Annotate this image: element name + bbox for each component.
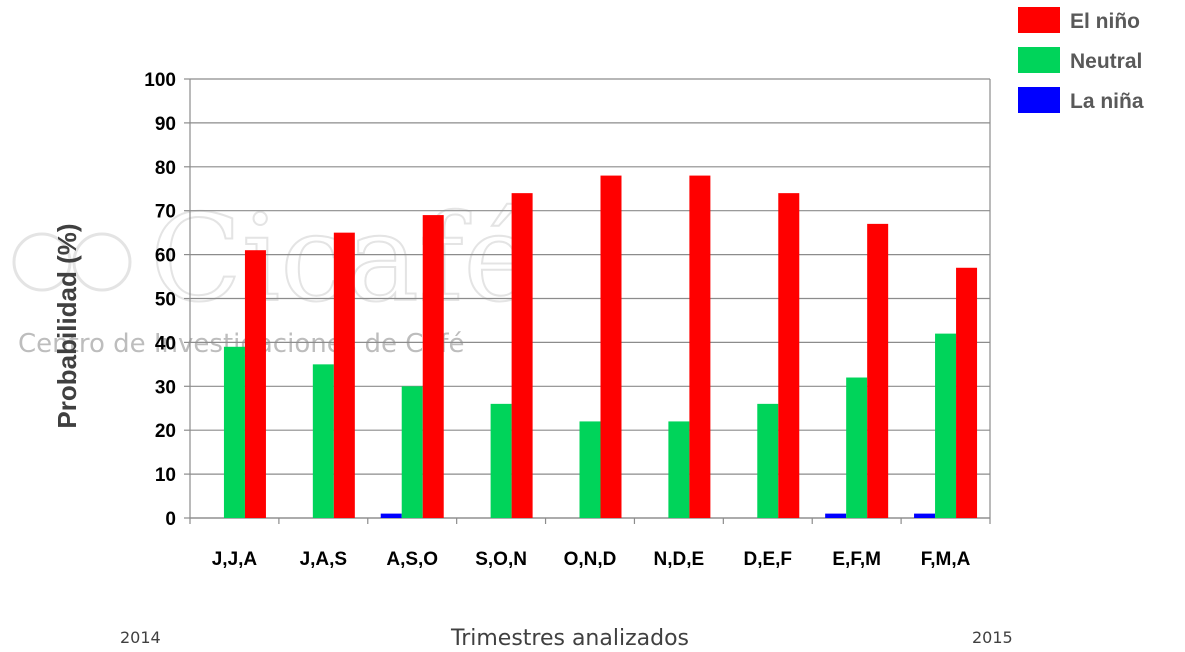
- x-tick-label: N,D,E: [654, 549, 705, 570]
- legend-swatch-el-nino: [1018, 7, 1060, 33]
- bars: [223, 175, 978, 518]
- bar-el-nino-1: [333, 232, 355, 518]
- bar-el-nino-7: [867, 223, 889, 518]
- x-tick-label: A,S,O: [386, 549, 438, 570]
- y-tick-labels: 0 10 20 30 40 50 60 70 80 90 100: [144, 70, 176, 530]
- bar-neutral-0: [223, 346, 245, 518]
- y-tick-label: 10: [155, 465, 176, 486]
- bar-el-nino-8: [956, 267, 978, 518]
- year-end-label: 2015: [972, 628, 1013, 647]
- bar-neutral-2: [401, 386, 423, 518]
- bar-la-nina-7: [825, 513, 847, 518]
- bar-la-nina-8: [914, 513, 936, 518]
- bar-el-nino-5: [689, 175, 711, 518]
- bar-neutral-5: [668, 421, 690, 518]
- legend-label-neutral: Neutral: [1070, 50, 1142, 73]
- bar-neutral-1: [312, 364, 334, 518]
- x-tick-label: S,O,N: [475, 549, 527, 570]
- x-tick-label: J,A,S: [300, 549, 348, 570]
- legend-label-la-nina: La niña: [1070, 90, 1144, 113]
- x-tick-label: O,N,D: [564, 549, 617, 570]
- y-tick-label: 80: [155, 158, 176, 179]
- y-tick-label: 50: [155, 290, 176, 311]
- x-tick-label: E,F,M: [832, 549, 881, 570]
- bar-el-nino-6: [778, 193, 800, 518]
- y-tick-label: 70: [155, 202, 176, 223]
- legend-swatch-la-nina: [1018, 87, 1060, 113]
- x-tick-label: D,E,F: [743, 549, 792, 570]
- bar-neutral-7: [846, 377, 868, 518]
- watermark: Cicafé Centro de Investigaciones de Café: [12, 189, 535, 359]
- y-tick-label: 100: [144, 70, 176, 91]
- bar-neutral-4: [579, 421, 601, 518]
- bar-neutral-6: [757, 403, 779, 518]
- bar-el-nino-2: [422, 215, 444, 518]
- legend-label-el-nino: El niño: [1070, 10, 1140, 33]
- bar-el-nino-4: [600, 175, 622, 518]
- bar-la-nina-2: [380, 513, 402, 518]
- y-axis-label: Probabilidad (%): [52, 223, 82, 428]
- x-tick-label: J,J,A: [212, 549, 258, 570]
- bar-neutral-8: [935, 333, 957, 518]
- y-tick-label: 40: [155, 333, 176, 354]
- y-tick-label: 90: [155, 114, 176, 135]
- y-tick-label: 30: [155, 377, 176, 398]
- bar-el-nino-3: [511, 193, 533, 518]
- year-start-label: 2014: [120, 628, 161, 647]
- legend: El niño Neutral La niña: [1018, 7, 1144, 113]
- y-tick-label: 20: [155, 421, 176, 442]
- y-tick-label: 60: [155, 246, 176, 267]
- x-tick-labels: J,J,A J,A,S A,S,O S,O,N O,N,D N,D,E D,E,F E,F,M…: [212, 549, 971, 570]
- bar-el-nino-0: [244, 250, 266, 518]
- y-tick-label: 0: [165, 509, 176, 530]
- x-axis-label: Trimestres analizados: [450, 626, 689, 651]
- x-tick-label: F,M,A: [921, 549, 971, 570]
- bar-neutral-3: [490, 403, 512, 518]
- legend-swatch-neutral: [1018, 47, 1060, 73]
